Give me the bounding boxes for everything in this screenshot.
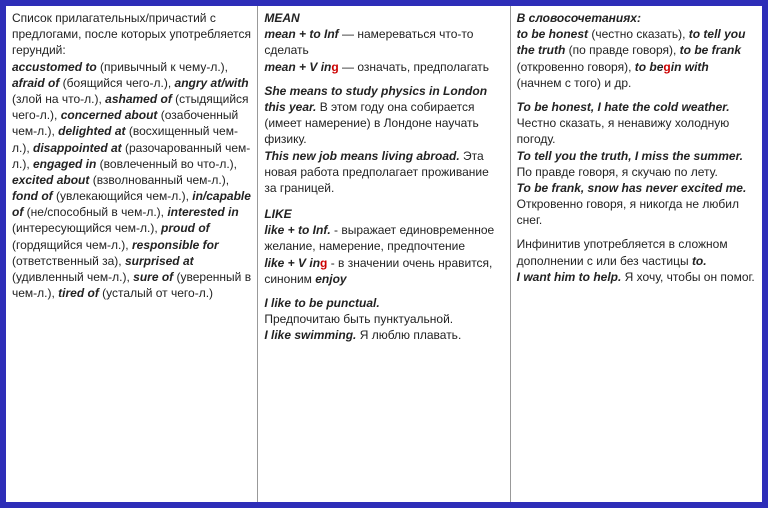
- ex-truth-ru: По правде говоря, я скучаю по лету.: [517, 165, 718, 179]
- ex-frank: To be frank, snow has never excited me.: [517, 181, 747, 195]
- sep: -: [331, 223, 342, 237]
- adj-term: concerned about: [61, 108, 158, 122]
- phrase-begin-ru: (начнем с того) и др.: [517, 76, 632, 90]
- sep: —: [339, 27, 358, 41]
- phrase-honest-ru: (честно сказать),: [588, 27, 689, 41]
- phrase-frank: to be frank: [680, 43, 741, 57]
- to-word: to.: [692, 254, 707, 268]
- mean-inf: mean + to Inf: [264, 27, 338, 41]
- like-heading: LIKE: [264, 207, 291, 221]
- adj-term: delighted at: [58, 124, 125, 138]
- phrases-heading: В словосочетаниях:: [517, 11, 641, 25]
- col-adjectives: Список прилагательных/причастий с предло…: [6, 6, 258, 502]
- enjoy: enjoy: [315, 272, 346, 286]
- adj-gloss: (взволнованный чем-л.),: [89, 173, 229, 187]
- phrase-begin2: in with: [671, 60, 709, 74]
- adj-gloss: (боящийся чего-л.),: [59, 76, 174, 90]
- like-ex1-ru: Предпочитаю быть пунктуальной.: [264, 312, 453, 326]
- adj-gloss: (усталый от чего-л.): [99, 286, 213, 300]
- adj-term: tired of: [58, 286, 99, 300]
- sep: —: [339, 60, 358, 74]
- ex-want-ru: Я хочу, чтобы он помог.: [621, 270, 754, 284]
- g-red: g: [331, 60, 338, 74]
- adjective-list: accustomed to (привычный к чему-л.), afr…: [12, 60, 251, 301]
- ex-truth: To tell you the truth, I miss the summer…: [517, 149, 743, 163]
- adj-term: angry at/with: [175, 76, 249, 90]
- col-phrases: В словосочетаниях: to be honest (честно …: [511, 6, 762, 502]
- mean-ving-txt: означать, предполагать: [357, 60, 489, 74]
- adj-gloss: (вовлеченный во что-л.),: [96, 157, 237, 171]
- ex-honest-ru: Честно сказать, я ненавижу холодную пого…: [517, 116, 730, 146]
- adj-gloss: (злой на что-л.),: [12, 92, 105, 106]
- adj-term: sure of: [133, 270, 173, 284]
- adj-term: afraid of: [12, 76, 59, 90]
- adj-gloss: (привычный к чему-л.),: [97, 60, 228, 74]
- like-ex1: I like to be punctual.: [264, 296, 379, 310]
- adj-term: accustomed to: [12, 60, 97, 74]
- grammar-table: Список прилагательных/причастий с предло…: [4, 4, 764, 504]
- adj-term: engaged in: [33, 157, 96, 171]
- mean-ving: mean + V in: [264, 60, 331, 74]
- like-ex2: I like swimming.: [264, 328, 356, 342]
- g-red: g: [663, 60, 670, 74]
- like-ex2-ru: Я люблю плавать.: [356, 328, 461, 342]
- col1-intro: Список прилагательных/причастий с предло…: [12, 11, 251, 57]
- adj-term: ashamed of: [105, 92, 172, 106]
- adj-gloss: (ответственный за),: [12, 254, 125, 268]
- adj-term: surprised at: [125, 254, 194, 268]
- sep: -: [327, 256, 338, 270]
- like-ving: like + V in: [264, 256, 320, 270]
- adj-gloss: (удивленный чем-л.),: [12, 270, 133, 284]
- adj-gloss: (гордящийся чем-л.),: [12, 238, 132, 252]
- adj-term: proud of: [161, 221, 210, 235]
- mean-heading: MEAN: [264, 11, 299, 25]
- phrase-honest: to be honest: [517, 27, 588, 41]
- ex-honest: To be honest, I hate the cold weather.: [517, 100, 730, 114]
- adj-gloss: (не/способный в чем-л.),: [23, 205, 167, 219]
- adj-gloss: (интересующийся чем-л.),: [12, 221, 161, 235]
- like-inf: like + to Inf.: [264, 223, 330, 237]
- phrase-begin1: to be: [635, 60, 664, 74]
- adj-term: responsible for: [132, 238, 219, 252]
- adj-term: disappointed at: [33, 141, 122, 155]
- adj-gloss: (увлекающийся чем-л.),: [53, 189, 193, 203]
- ex-want: I want him to help.: [517, 270, 622, 284]
- col-mean-like: MEAN mean + to Inf — намереваться что-то…: [258, 6, 510, 502]
- adj-term: interested in: [167, 205, 238, 219]
- adj-term: excited about: [12, 173, 89, 187]
- phrase-truth-ru: (по правде говоря),: [565, 43, 679, 57]
- phrase-frank-ru: (откровенно говоря),: [517, 60, 635, 74]
- mean-ex2: This new job means living abroad.: [264, 149, 459, 163]
- ex-frank-ru: Откровенно говоря, я никогда не любил сн…: [517, 197, 739, 227]
- adj-term: fond of: [12, 189, 53, 203]
